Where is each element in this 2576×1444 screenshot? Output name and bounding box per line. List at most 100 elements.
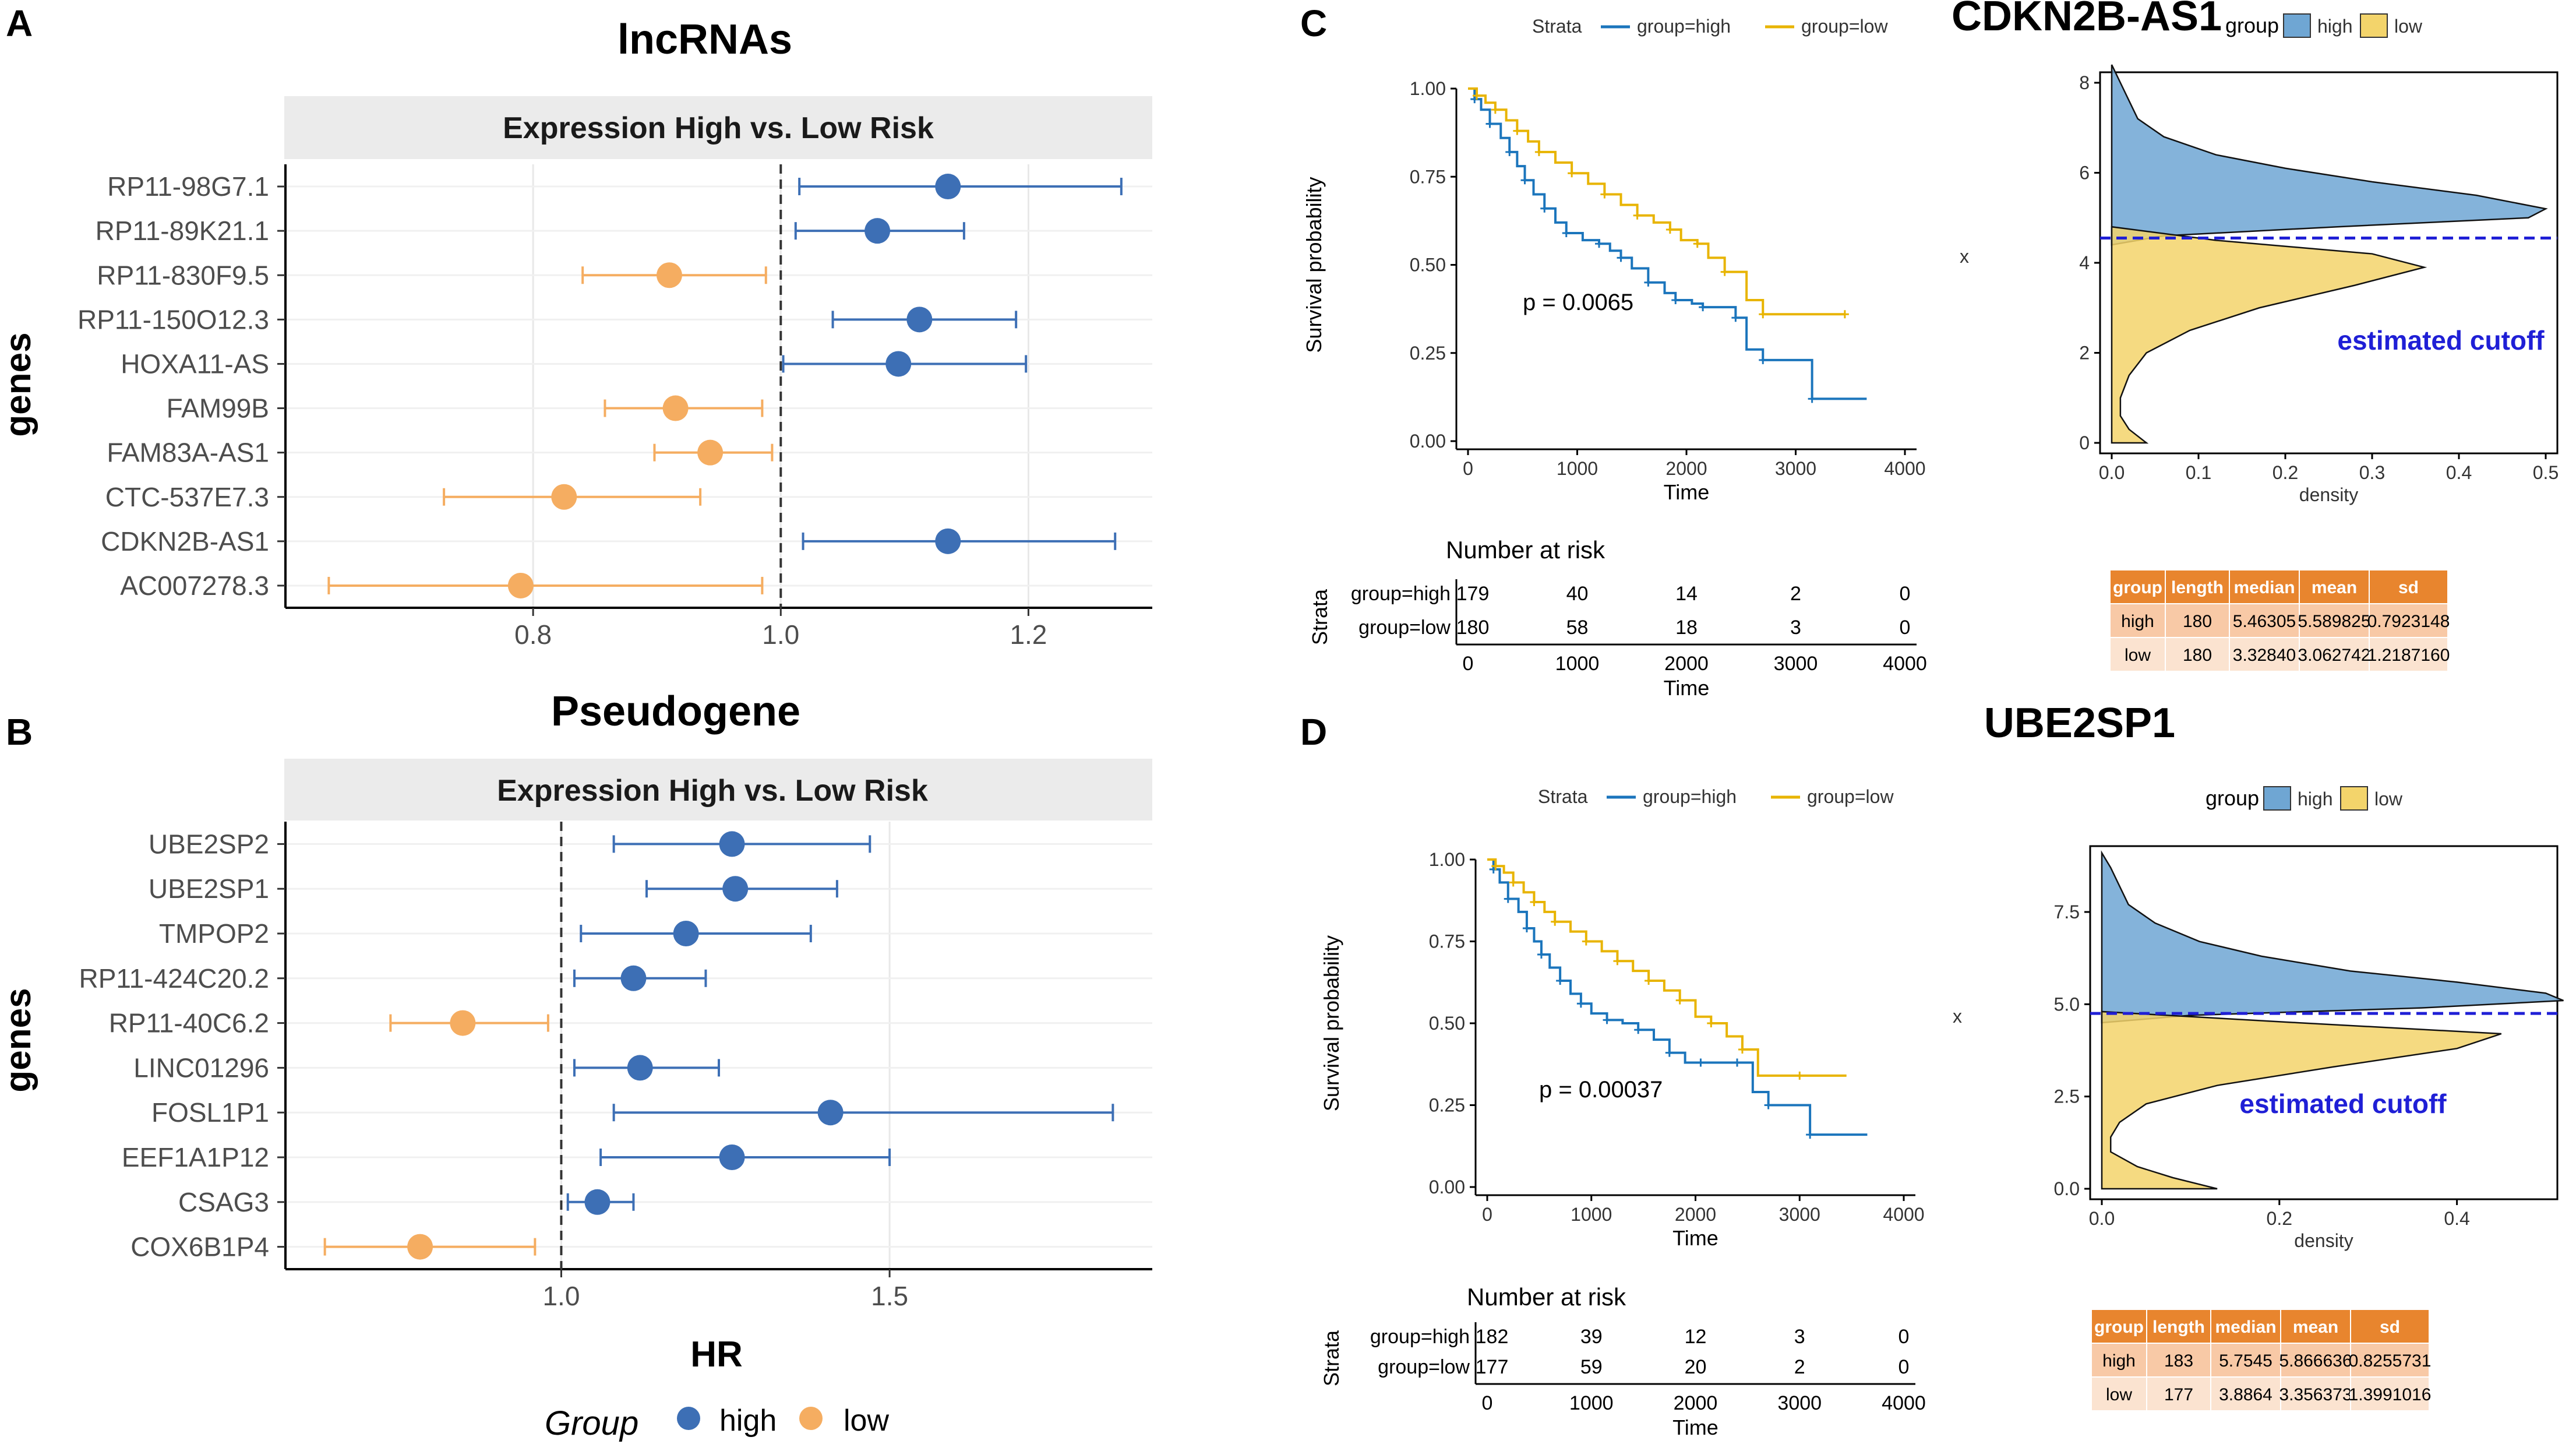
panel-label-d: D — [1300, 711, 1327, 753]
density-d-panel-border — [2089, 845, 2559, 1200]
panel-label-b: B — [6, 711, 33, 753]
density-d-table-value: 3.356373 — [2279, 1385, 2352, 1404]
density-d-table-value: 3.8864 — [2219, 1385, 2272, 1404]
km-d-censor-mark — [1665, 1048, 1674, 1057]
km-c-censor-mark — [1840, 310, 1849, 319]
km-plot-c: Strata group=high group=low 0.00 0.25 0.50 0.7… — [1302, 16, 1927, 700]
km-d-censor-mark — [1491, 862, 1500, 871]
km-d-ytick-label: 0.00 — [1429, 1177, 1465, 1198]
group-legend: Group high low — [545, 1404, 889, 1442]
density-d-legend-low-key — [2340, 786, 2368, 811]
density-d-table-header: length — [2152, 1318, 2205, 1337]
density-d-table-header-cell — [2350, 1309, 2430, 1344]
density-c-legend-low-label: low — [2394, 16, 2423, 37]
forest-a-gene-label: AC007278.3 — [120, 570, 269, 601]
density-c-table-cell — [2299, 603, 2370, 638]
km-d-risk-strata-label: group=low — [1378, 1356, 1470, 1378]
km-c-censor-mark — [1699, 303, 1707, 312]
km-c-risk-value: 179 — [1456, 583, 1490, 605]
density-d-table-value: 1.3991016 — [2349, 1385, 2432, 1404]
density-d-xlabel: density — [2294, 1230, 2353, 1251]
km-c-risk-value: 0 — [1900, 583, 1911, 605]
km-d-pvalue: p = 0.00037 — [1539, 1077, 1663, 1103]
km-c-censor-mark — [1808, 395, 1816, 403]
km-c-censor-mark — [1693, 240, 1702, 248]
km-d-censor-mark — [1707, 1019, 1716, 1027]
km-d-risk-value: 39 — [1580, 1326, 1603, 1348]
km-c-xlabel: Time — [1664, 480, 1710, 504]
km-d-risk-xtick-label: 0 — [1482, 1392, 1493, 1414]
forest-b-point-ube2sp2 — [719, 831, 745, 857]
density-c-ytick-label: 0 — [2079, 432, 2090, 453]
forest-a-strip — [284, 96, 1152, 159]
km-c-curve-low — [1468, 87, 1845, 316]
density-d-table-cell — [2091, 1343, 2147, 1378]
km-d-risk-value: 0 — [1899, 1326, 1910, 1348]
density-c-table-header-cell — [2299, 569, 2370, 604]
density-d-table-value: 5.866636 — [2279, 1351, 2352, 1371]
km-c-censor-mark — [1600, 190, 1609, 199]
km-c-risk-xtick-label: 3000 — [1774, 653, 1818, 675]
km-c-risk-xtick-label: 0 — [1463, 653, 1474, 675]
density-d-xtick-label: 0.4 — [2444, 1208, 2469, 1229]
density-c-xtick-label: 0.4 — [2446, 462, 2472, 483]
km-c-legend-low-label: group=low — [1801, 16, 1888, 37]
forest-a-point-fam99b — [662, 395, 689, 421]
density-c-table-header: median — [2233, 578, 2295, 597]
km-d-ytick-label: 0.50 — [1429, 1013, 1465, 1034]
density-c-ylabel: x — [1960, 246, 1969, 267]
km-c-xtick-label: 1000 — [1557, 458, 1598, 479]
km-c-legend-high-label: group=high — [1637, 16, 1731, 37]
density-c-table-value: 5.589825 — [2298, 612, 2370, 631]
group-legend-high-label: high — [719, 1404, 777, 1438]
density-c-table-value: 180 — [2183, 612, 2212, 631]
km-d-risk-value: 3 — [1794, 1326, 1805, 1348]
km-c-censor-mark — [1617, 253, 1625, 262]
forest-a-point-rp11-150o12.3 — [906, 307, 933, 333]
km-c-risk-value: 14 — [1675, 583, 1698, 605]
density-c-cutoff-label: estimated cutoff — [2337, 325, 2545, 355]
km-c-censor-mark — [1665, 226, 1674, 234]
forest-b-gene-label: RP11-40C6.2 — [109, 1008, 269, 1038]
density-c-xtick-label: 0.2 — [2272, 462, 2298, 483]
km-d-censor-mark — [1634, 1026, 1643, 1034]
density-c-title: CDKN2B-AS1 — [1952, 0, 2222, 40]
km-c-xtick-label: 3000 — [1775, 458, 1816, 479]
km-c-ytick-label: 0.25 — [1410, 343, 1446, 364]
km-c-xtick-label: 2000 — [1665, 458, 1707, 479]
forest-b-point-ube2sp1 — [722, 876, 749, 902]
density-d-ytick-label: 0.0 — [2054, 1178, 2080, 1199]
forest-a-gene-label: FAM99B — [167, 393, 269, 424]
km-d-xlabel: Time — [1672, 1226, 1718, 1250]
km-c-censor-mark — [1473, 91, 1481, 100]
km-c-censor-mark — [1485, 119, 1494, 128]
forest-a-gene-label: HOXA11-AS — [121, 348, 269, 379]
km-d-ytick-label: 0.25 — [1429, 1095, 1465, 1116]
km-c-censor-mark — [1731, 314, 1740, 322]
km-d-ylabel: Survival probability — [1319, 935, 1343, 1111]
density-plot-d: UBE2SP1 group high low estimated cutoff 0.0 2.… — [1953, 700, 2564, 1411]
forest-b-xtick-label: 1.0 — [542, 1281, 580, 1311]
forest-b-point-rp11-40c6.2 — [450, 1010, 476, 1036]
density-c-table-header: length — [2171, 578, 2224, 597]
density-c-table-header: group — [2113, 578, 2162, 597]
forest-b-strip-label: Expression High vs. Low Risk — [497, 774, 928, 808]
density-d-ytick-label: 5.0 — [2054, 994, 2080, 1015]
km-d-censor-mark — [1504, 894, 1512, 903]
forest-b-point-linc01296 — [627, 1055, 653, 1081]
forest-b-point-rp11-424c20.2 — [620, 965, 647, 991]
forest-b-point-cox6b1p4 — [407, 1234, 433, 1260]
density-d-table-header-cell — [2091, 1309, 2147, 1344]
forest-b-title: Pseudogene — [551, 688, 800, 735]
km-d-risk-xtick-label: 1000 — [1569, 1392, 1614, 1414]
forest-b-point-csag3 — [584, 1189, 611, 1215]
km-d-risk-xlabel: Time — [1672, 1415, 1718, 1439]
density-c-table-value: 1.2187160 — [2367, 646, 2450, 665]
forest-plot-pseudogene: Pseudogene Expression High vs. Low Risk … — [0, 688, 1152, 1375]
group-legend-high-key — [677, 1407, 700, 1430]
km-c-risk-strata-label: group=low — [1358, 617, 1451, 639]
density-d-area-high — [2101, 850, 2564, 1024]
km-c-censor-mark — [1671, 296, 1680, 304]
km-d-legend-low-label: group=low — [1807, 786, 1894, 807]
km-c-risk-xlabel: Time — [1664, 676, 1710, 700]
